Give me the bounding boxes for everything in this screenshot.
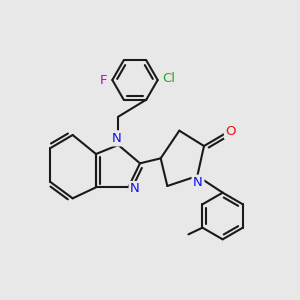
Text: F: F: [100, 74, 108, 86]
Text: N: N: [193, 176, 203, 189]
Text: N: N: [112, 132, 122, 145]
Text: Cl: Cl: [162, 72, 175, 85]
Text: O: O: [225, 125, 236, 138]
Text: N: N: [130, 182, 140, 196]
